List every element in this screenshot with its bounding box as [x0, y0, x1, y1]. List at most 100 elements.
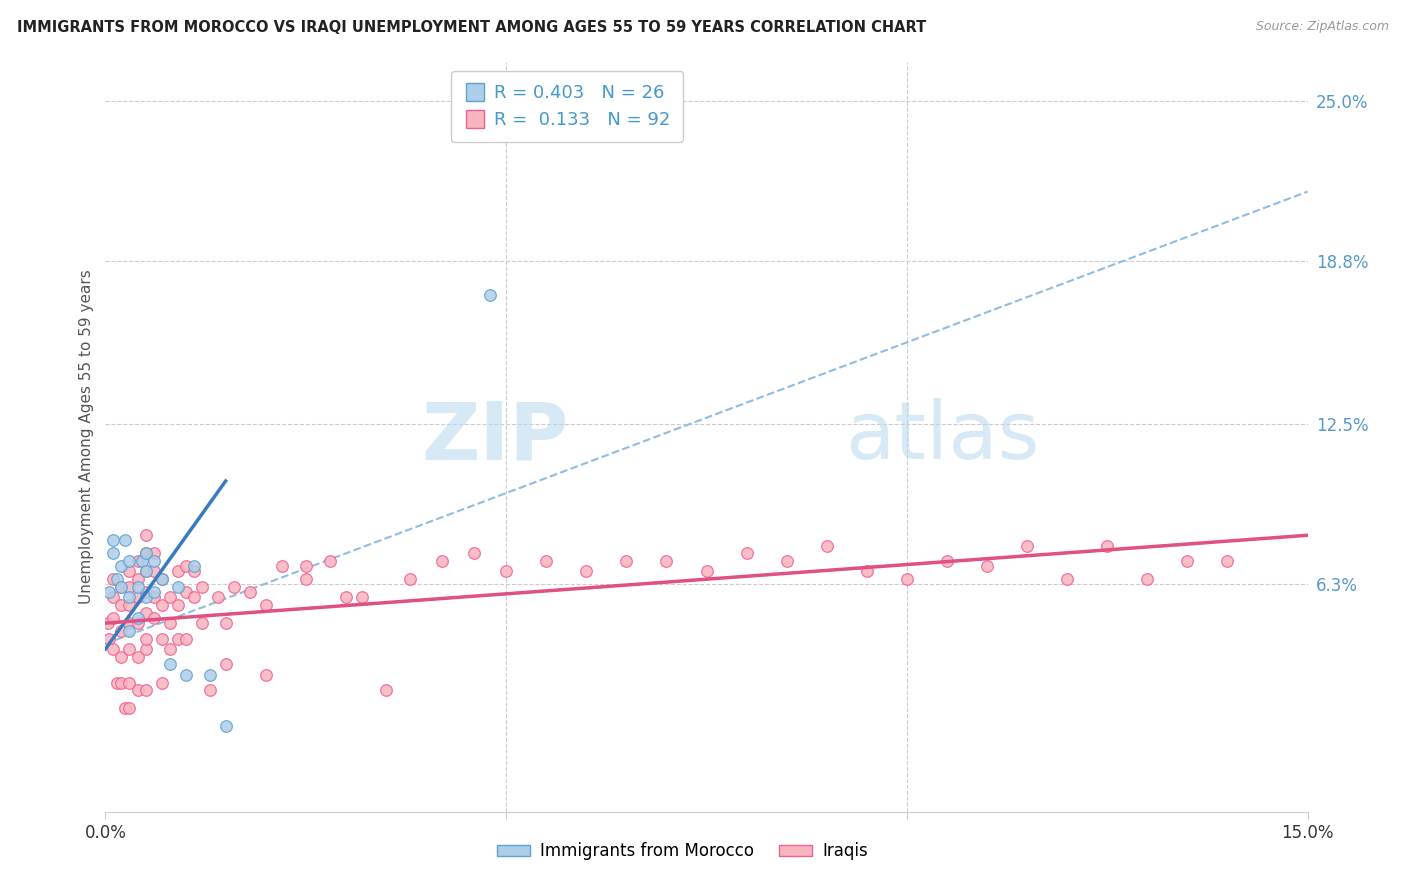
Point — [150, 675, 173, 690]
Point — [142, 565, 165, 579]
Point — [127, 554, 149, 568]
Point — [896, 572, 918, 586]
Point — [1056, 572, 1078, 586]
Point — [135, 632, 157, 646]
Point — [174, 559, 197, 574]
Point — [166, 598, 188, 612]
Point — [118, 591, 141, 605]
Point — [198, 667, 221, 681]
Point — [135, 546, 157, 560]
Point — [150, 632, 173, 646]
Point — [295, 559, 318, 574]
Text: ZIP: ZIP — [420, 398, 568, 476]
Point — [150, 572, 173, 586]
Point — [655, 554, 678, 568]
Point — [135, 546, 157, 560]
Point — [135, 585, 157, 599]
Point — [118, 701, 141, 715]
Point — [495, 565, 517, 579]
Point — [479, 288, 502, 302]
Point — [350, 591, 373, 605]
Point — [166, 565, 188, 579]
Point — [159, 616, 181, 631]
Point — [295, 572, 318, 586]
Point — [110, 598, 132, 612]
Point — [103, 533, 125, 548]
Text: atlas: atlas — [845, 398, 1039, 476]
Point — [534, 554, 557, 568]
Point — [97, 616, 120, 631]
Point — [110, 580, 132, 594]
Point — [254, 598, 277, 612]
Point — [135, 591, 157, 605]
Point — [214, 616, 236, 631]
Point — [127, 580, 149, 594]
Point — [118, 675, 141, 690]
Point — [735, 546, 758, 560]
Point — [239, 585, 262, 599]
Point — [159, 591, 181, 605]
Point — [127, 611, 149, 625]
Point — [110, 675, 132, 690]
Point — [118, 598, 141, 612]
Point — [616, 554, 638, 568]
Point — [103, 591, 125, 605]
Point — [270, 559, 292, 574]
Point — [142, 546, 165, 560]
Point — [776, 554, 799, 568]
Point — [98, 632, 121, 646]
Point — [183, 591, 205, 605]
Point — [174, 667, 197, 681]
Point — [207, 591, 229, 605]
Point — [142, 585, 165, 599]
Point — [103, 611, 125, 625]
Point — [127, 649, 149, 664]
Point — [127, 616, 149, 631]
Point — [114, 701, 136, 715]
Point — [222, 580, 245, 594]
Point — [976, 559, 998, 574]
Point — [430, 554, 453, 568]
Point — [335, 591, 357, 605]
Point — [374, 683, 398, 698]
Point — [214, 719, 236, 733]
Point — [135, 565, 157, 579]
Point — [174, 632, 197, 646]
Point — [127, 591, 149, 605]
Point — [463, 546, 485, 560]
Point — [118, 565, 141, 579]
Point — [135, 606, 157, 620]
Point — [110, 624, 132, 638]
Point — [399, 572, 422, 586]
Point — [190, 580, 212, 594]
Point — [142, 591, 165, 605]
Point — [166, 580, 188, 594]
Point — [254, 667, 277, 681]
Point — [135, 565, 157, 579]
Point — [103, 546, 125, 560]
Point — [183, 559, 205, 574]
Point — [107, 675, 129, 690]
Point — [118, 642, 141, 657]
Point — [159, 642, 181, 657]
Point — [319, 554, 342, 568]
Point — [575, 565, 598, 579]
Point — [214, 657, 236, 672]
Point — [815, 539, 838, 553]
Point — [696, 565, 718, 579]
Point — [110, 580, 132, 594]
Point — [198, 683, 221, 698]
Point — [936, 554, 959, 568]
Point — [118, 554, 141, 568]
Point — [118, 624, 141, 638]
Point — [159, 657, 181, 672]
Point — [1177, 554, 1199, 568]
Point — [190, 616, 212, 631]
Point — [118, 580, 141, 594]
Point — [166, 632, 188, 646]
Point — [107, 572, 129, 586]
Legend: Immigrants from Morocco, Iraqis: Immigrants from Morocco, Iraqis — [491, 836, 875, 867]
Point — [135, 528, 157, 542]
Text: IMMIGRANTS FROM MOROCCO VS IRAQI UNEMPLOYMENT AMONG AGES 55 TO 59 YEARS CORRELAT: IMMIGRANTS FROM MOROCCO VS IRAQI UNEMPLO… — [17, 20, 927, 35]
Point — [135, 683, 157, 698]
